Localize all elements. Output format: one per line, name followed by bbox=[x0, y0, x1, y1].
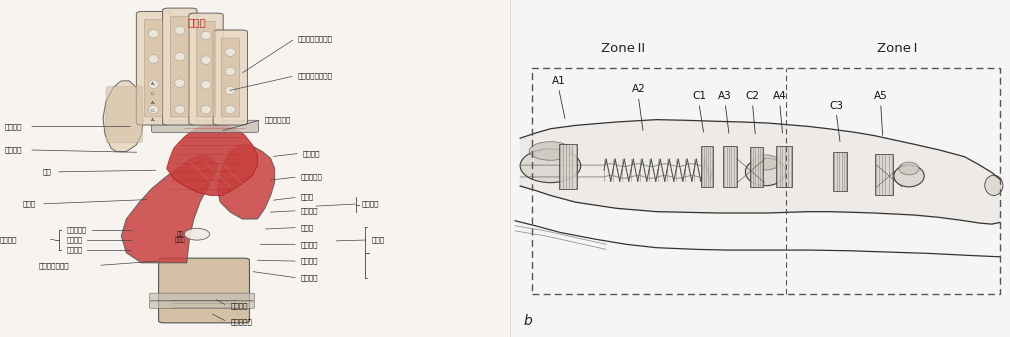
Text: 桥侧腕韧带: 桥侧腕韧带 bbox=[230, 318, 252, 325]
Polygon shape bbox=[217, 145, 275, 219]
Text: 小指屈肌: 小指屈肌 bbox=[67, 237, 83, 243]
Text: 指浅屈肌（切开）: 指浅屈肌（切开） bbox=[298, 72, 333, 79]
FancyBboxPatch shape bbox=[159, 258, 249, 323]
Text: 拇短展肌: 拇短展肌 bbox=[301, 258, 318, 265]
Text: A3: A3 bbox=[718, 91, 732, 101]
Text: 小指展肌: 小指展肌 bbox=[67, 247, 83, 253]
Text: Zone II: Zone II bbox=[601, 42, 645, 55]
Text: 小鱼际肌: 小鱼际肌 bbox=[0, 236, 17, 243]
Ellipse shape bbox=[175, 79, 185, 87]
Ellipse shape bbox=[225, 86, 235, 95]
Ellipse shape bbox=[201, 56, 211, 64]
Text: 腕横韧带: 腕横韧带 bbox=[230, 303, 247, 309]
Text: A4: A4 bbox=[773, 91, 787, 101]
Ellipse shape bbox=[148, 55, 159, 63]
Text: b: b bbox=[523, 313, 532, 328]
Text: C₁: C₁ bbox=[152, 92, 156, 96]
Bar bbox=[532, 68, 1000, 294]
Ellipse shape bbox=[751, 155, 780, 170]
Text: 拇短屈肌: 拇短屈肌 bbox=[301, 241, 318, 248]
Ellipse shape bbox=[225, 67, 235, 75]
Ellipse shape bbox=[148, 105, 159, 114]
Text: 蜴状肌: 蜴状肌 bbox=[22, 201, 35, 207]
FancyBboxPatch shape bbox=[221, 38, 239, 117]
Text: 拇长屈肌: 拇长屈肌 bbox=[303, 150, 320, 157]
Ellipse shape bbox=[201, 105, 211, 114]
Text: A5: A5 bbox=[874, 91, 888, 101]
Text: A₁: A₁ bbox=[152, 101, 156, 105]
Ellipse shape bbox=[899, 162, 919, 175]
Bar bbox=[0, 0, 510, 337]
Bar bbox=[701, 146, 713, 187]
Text: 斜韧带: 斜韧带 bbox=[301, 194, 314, 201]
Polygon shape bbox=[167, 125, 258, 195]
Ellipse shape bbox=[148, 80, 159, 88]
Text: 指纤维鞘: 指纤维鞘 bbox=[362, 201, 379, 207]
Bar bbox=[559, 144, 577, 189]
Bar bbox=[776, 146, 792, 187]
Ellipse shape bbox=[185, 228, 210, 240]
Text: 指深屈肌（切开）: 指深屈肌（切开） bbox=[298, 35, 333, 42]
Text: C2: C2 bbox=[745, 91, 760, 101]
Text: 拇展肌: 拇展肌 bbox=[301, 224, 314, 231]
Text: A₂: A₂ bbox=[152, 82, 156, 86]
FancyBboxPatch shape bbox=[149, 293, 255, 301]
Text: 鱼际肌: 鱼际肌 bbox=[372, 237, 385, 243]
Text: 指纤维鞘: 指纤维鞘 bbox=[5, 123, 22, 130]
Bar bbox=[510, 0, 1010, 337]
Ellipse shape bbox=[745, 158, 786, 186]
Text: 掌面观: 掌面观 bbox=[188, 17, 206, 27]
Text: 掌骨深横韧带: 掌骨深横韧带 bbox=[265, 116, 291, 123]
Bar bbox=[833, 152, 847, 191]
Text: 环状韧带: 环状韧带 bbox=[301, 207, 318, 214]
Text: 指滑液鞘: 指滑液鞘 bbox=[5, 147, 22, 153]
Bar bbox=[875, 154, 893, 195]
Polygon shape bbox=[103, 81, 143, 152]
Text: A₃: A₃ bbox=[152, 118, 156, 122]
FancyBboxPatch shape bbox=[136, 11, 171, 125]
Text: C3: C3 bbox=[829, 100, 843, 111]
Ellipse shape bbox=[175, 105, 185, 114]
Text: C₂: C₂ bbox=[152, 109, 156, 113]
Ellipse shape bbox=[201, 31, 211, 39]
FancyBboxPatch shape bbox=[152, 120, 259, 132]
Text: 尺侧
滑液鞘: 尺侧 滑液鞘 bbox=[175, 231, 185, 243]
Text: 掌板: 掌板 bbox=[42, 168, 52, 175]
FancyBboxPatch shape bbox=[197, 21, 215, 117]
FancyBboxPatch shape bbox=[149, 301, 255, 308]
Ellipse shape bbox=[985, 175, 1003, 195]
Text: A1: A1 bbox=[551, 76, 566, 86]
Text: 小指对掌肌: 小指对掌肌 bbox=[67, 226, 87, 233]
Polygon shape bbox=[121, 155, 217, 263]
Text: C1: C1 bbox=[692, 91, 706, 101]
Text: Zone I: Zone I bbox=[877, 42, 917, 55]
Ellipse shape bbox=[225, 105, 235, 114]
Ellipse shape bbox=[175, 26, 185, 35]
FancyBboxPatch shape bbox=[189, 13, 223, 125]
Text: 拇对掌肌: 拇对掌肌 bbox=[301, 275, 318, 281]
Ellipse shape bbox=[894, 165, 924, 187]
Ellipse shape bbox=[201, 81, 211, 89]
Ellipse shape bbox=[520, 149, 581, 183]
FancyBboxPatch shape bbox=[106, 87, 142, 143]
Ellipse shape bbox=[529, 142, 572, 160]
Bar bbox=[723, 146, 737, 187]
Text: 桥侧滑液鞘: 桥侧滑液鞘 bbox=[301, 174, 323, 180]
FancyBboxPatch shape bbox=[144, 20, 163, 117]
FancyBboxPatch shape bbox=[163, 8, 197, 125]
FancyBboxPatch shape bbox=[171, 16, 189, 117]
Ellipse shape bbox=[175, 53, 185, 61]
Text: 掌短肌（切开）: 掌短肌（切开） bbox=[38, 262, 69, 269]
Ellipse shape bbox=[225, 48, 235, 56]
Text: A2: A2 bbox=[631, 84, 645, 94]
FancyBboxPatch shape bbox=[213, 30, 247, 125]
Ellipse shape bbox=[148, 30, 159, 38]
Bar bbox=[750, 147, 763, 187]
